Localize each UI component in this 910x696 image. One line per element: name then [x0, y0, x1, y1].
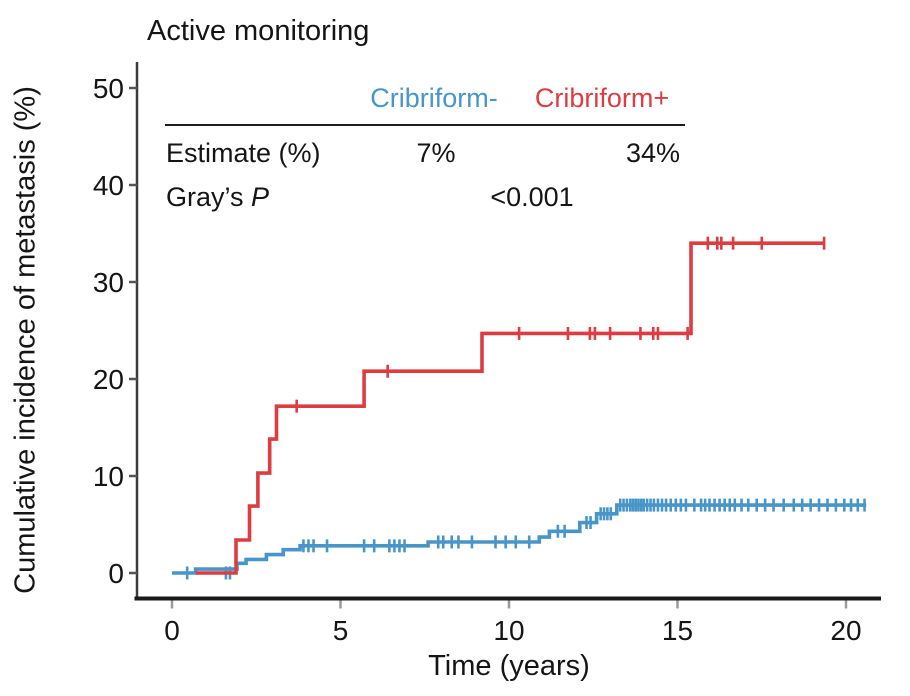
x-tick-label: 0 [164, 615, 180, 646]
inset-estimate-cribriform-plus: 34% [625, 138, 681, 168]
x-tick-label: 5 [333, 615, 349, 646]
y-tick-label: 0 [108, 558, 124, 589]
inset-divider-line [165, 124, 685, 127]
inset-grays-p-label: Gray’s P [166, 182, 270, 212]
inset-grays-p-value: <0.001 [490, 182, 574, 212]
x-tick-label: 15 [662, 615, 693, 646]
y-tick-label: 40 [93, 170, 124, 201]
y-tick-label: 30 [93, 267, 124, 298]
x-axis-label: Time (years) [428, 650, 590, 682]
curve-cribriform+ [195, 241, 825, 575]
curve-cribriform- [172, 503, 867, 575]
inset-header-cribriform-plus: Cribriform+ [534, 83, 670, 113]
x-tick-label: 20 [830, 615, 861, 646]
inset-estimate-label: Estimate (%) [166, 138, 321, 168]
y-tick-label: 20 [93, 364, 124, 395]
x-tick-label: 10 [493, 615, 524, 646]
y-tick-label: 10 [93, 461, 124, 492]
inset-header-cribriform-minus: Cribriform- [370, 83, 498, 113]
y-tick-label: 50 [93, 73, 124, 104]
inset-estimate-cribriform-minus: 7% [416, 138, 456, 168]
inset-table: Cribriform- Cribriform+ Estimate (%) 7% … [0, 0, 910, 240]
chart-title: Active monitoring [147, 15, 370, 47]
